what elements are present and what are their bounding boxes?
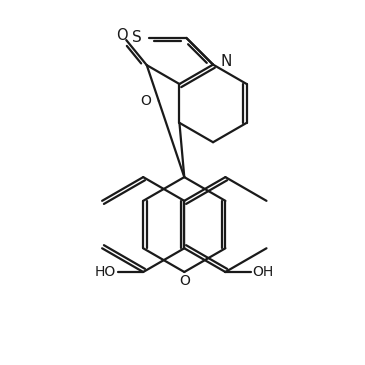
Text: O: O: [141, 94, 151, 108]
Text: HO: HO: [95, 265, 116, 279]
Text: O: O: [116, 28, 128, 43]
Text: N: N: [221, 54, 233, 69]
Text: O: O: [179, 274, 190, 288]
Text: OH: OH: [252, 265, 274, 279]
Text: S: S: [132, 30, 142, 45]
